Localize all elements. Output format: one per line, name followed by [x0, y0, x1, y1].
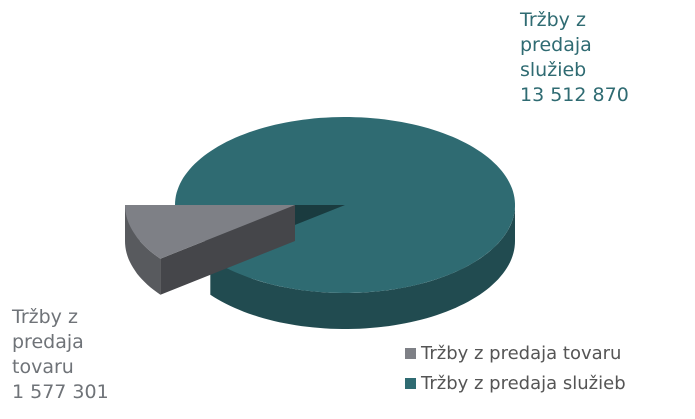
- slice-wall: [125, 205, 161, 295]
- data-label-value: 13 512 870: [520, 84, 629, 106]
- slice-wall: [210, 205, 515, 329]
- data-label-value: 1 577 301: [12, 381, 109, 403]
- legend-label: Tržby z predaja služieb: [421, 373, 626, 394]
- legend-swatch: [405, 348, 416, 359]
- data-label-name: Tržby z predaja služieb: [520, 9, 592, 81]
- data-label-name: Tržby z predaja tovaru: [12, 306, 84, 378]
- legend-item: Tržby z predaja služieb: [405, 373, 626, 394]
- legend-item: Tržby z predaja tovaru: [405, 343, 621, 364]
- legend-label: Tržby z predaja tovaru: [421, 343, 622, 364]
- slice: [125, 205, 295, 259]
- legend-swatch: [405, 378, 416, 389]
